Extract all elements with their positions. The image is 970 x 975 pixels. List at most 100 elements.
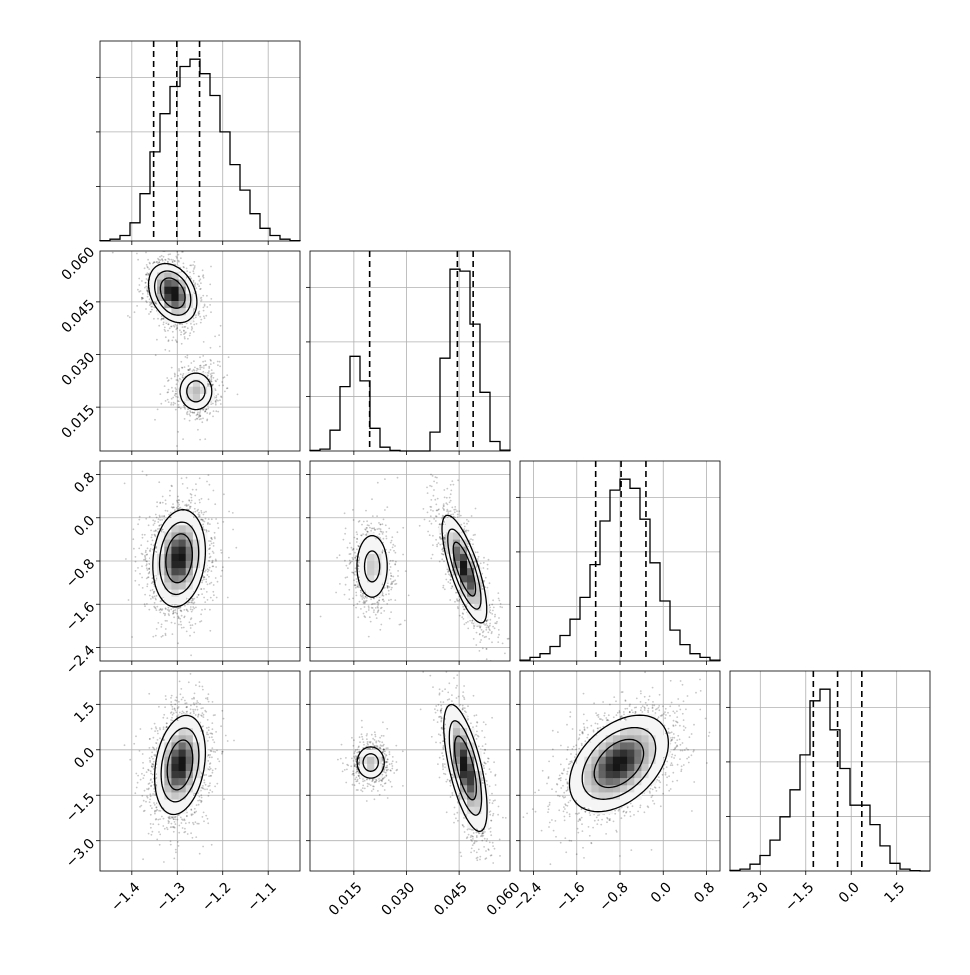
sample-point [198, 313, 200, 315]
sample-point [190, 627, 192, 629]
sample-point [157, 528, 159, 530]
sample-point [178, 368, 180, 370]
sample-point [222, 377, 224, 379]
density-cell [171, 294, 179, 302]
sample-point [213, 372, 215, 374]
sample-point [203, 514, 205, 516]
sample-point [227, 387, 229, 389]
sample-point [161, 636, 163, 638]
sample-point [193, 360, 195, 362]
sample-point [207, 522, 209, 524]
sample-point [150, 666, 152, 668]
sample-point [209, 284, 211, 286]
density-cell [193, 387, 201, 395]
sample-point [175, 612, 177, 614]
sample-point [134, 311, 136, 313]
sample-point [207, 584, 209, 586]
sample-point [179, 329, 181, 331]
sample-point [161, 259, 163, 261]
sample-point [178, 502, 180, 504]
sample-point [191, 370, 193, 372]
sample-point [206, 419, 208, 421]
sample-point [174, 326, 176, 328]
sample-point [183, 373, 185, 375]
sample-point [190, 323, 192, 325]
sample-point [203, 365, 205, 367]
sample-point [195, 419, 197, 421]
sample-point [158, 261, 160, 263]
sample-point [182, 438, 184, 440]
sample-point [189, 410, 191, 412]
sample-point [127, 315, 129, 317]
sample-point [189, 420, 191, 422]
sample-point [207, 599, 209, 601]
sample-point [187, 338, 189, 340]
sample-point [192, 606, 194, 608]
sample-point [165, 247, 167, 249]
sample-point [137, 259, 139, 261]
sample-point [174, 376, 176, 378]
sample-point [171, 367, 173, 369]
sample-point [217, 393, 219, 395]
sample-point [209, 544, 211, 546]
sample-point [156, 609, 158, 611]
sample-point [193, 261, 195, 263]
sample-point [146, 278, 148, 280]
sample-point [199, 288, 201, 290]
sample-point [155, 303, 157, 305]
sample-point [196, 596, 198, 598]
sample-point [226, 374, 228, 376]
sample-point [139, 516, 141, 518]
sample-point [173, 336, 175, 338]
sample-point [186, 477, 188, 479]
sample-point [193, 324, 195, 326]
sample-point [181, 615, 183, 617]
sample-point [176, 507, 178, 509]
sample-point [178, 617, 180, 619]
sample-point [168, 607, 170, 609]
sample-point [187, 369, 189, 371]
sample-point [168, 254, 170, 256]
sample-point [159, 515, 161, 517]
sample-point [187, 603, 189, 605]
sample-point [172, 611, 174, 613]
sample-point [171, 622, 173, 624]
sample-point [209, 304, 211, 306]
sample-point [192, 264, 194, 266]
sample-point [154, 520, 156, 522]
sample-point [210, 347, 212, 349]
sample-point [171, 387, 173, 389]
sample-point [217, 522, 219, 524]
sample-point [165, 400, 167, 402]
sample-point [136, 305, 138, 307]
sample-point [199, 477, 201, 479]
sample-point [174, 374, 176, 376]
sample-point [159, 502, 161, 504]
sample-point [154, 534, 156, 536]
sample-point [142, 293, 144, 295]
sample-point [139, 284, 141, 286]
sample-point [180, 230, 182, 232]
sample-point [145, 308, 147, 310]
sample-point [187, 355, 189, 357]
sample-point [219, 361, 221, 363]
sample-point [201, 582, 203, 584]
sample-point [201, 367, 203, 369]
panel-grid-0-1 [96, 251, 300, 455]
sample-point [191, 500, 193, 502]
sample-point [210, 311, 212, 313]
sample-point [175, 387, 177, 389]
sample-point [232, 529, 234, 531]
sample-point [222, 566, 224, 568]
sample-point [151, 302, 153, 304]
sample-point [142, 534, 144, 536]
sample-point [218, 385, 220, 387]
sample-point [155, 551, 157, 553]
sample-point [219, 365, 221, 367]
sample-point [171, 378, 173, 380]
sample-point [136, 253, 138, 255]
sample-point [171, 340, 173, 342]
sample-point [189, 276, 191, 278]
sample-point [176, 327, 178, 329]
sample-point [200, 282, 202, 284]
